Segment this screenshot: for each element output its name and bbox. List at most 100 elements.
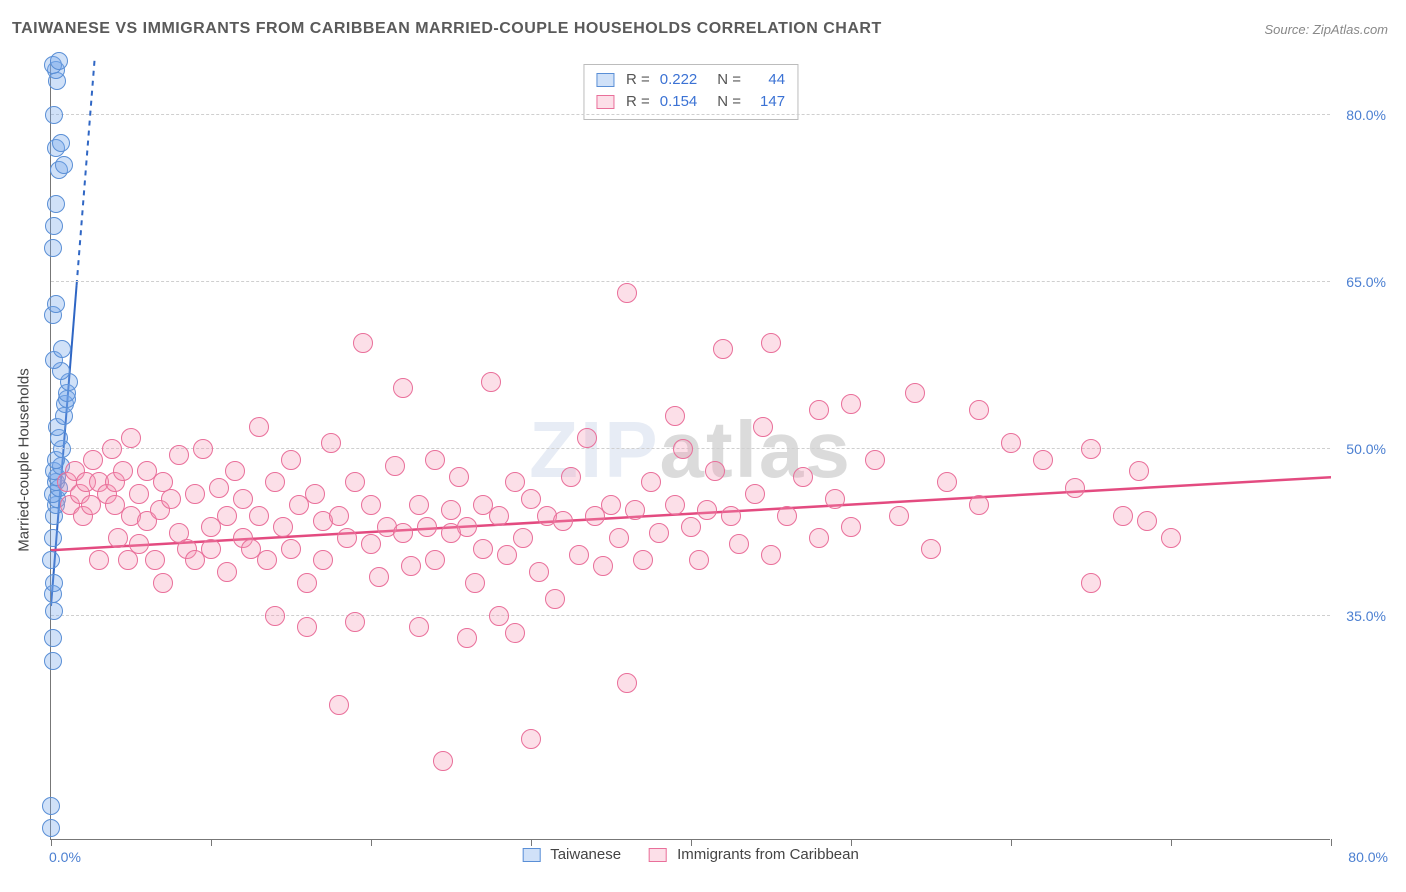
data-point [689, 550, 709, 570]
data-point [1081, 439, 1101, 459]
data-point [505, 472, 525, 492]
data-point [601, 495, 621, 515]
data-point [321, 433, 341, 453]
data-point [1113, 506, 1133, 526]
data-point [42, 551, 60, 569]
data-point [665, 406, 685, 426]
data-point [433, 751, 453, 771]
stats-row: R =0.154N =147 [596, 91, 785, 113]
data-point [89, 550, 109, 570]
data-point [233, 489, 253, 509]
data-point [617, 283, 637, 303]
y-tick-label: 35.0% [1346, 608, 1386, 624]
data-point [889, 506, 909, 526]
data-point [425, 450, 445, 470]
x-tick [531, 839, 532, 846]
legend-label: Immigrants from Caribbean [677, 846, 859, 863]
data-point [457, 517, 477, 537]
data-point [169, 445, 189, 465]
data-point [713, 339, 733, 359]
x-tick [211, 839, 212, 846]
data-point [449, 467, 469, 487]
n-label: N = [717, 91, 741, 113]
data-point [409, 495, 429, 515]
data-point [369, 567, 389, 587]
data-point [217, 506, 237, 526]
series-swatch [596, 73, 614, 87]
data-point [809, 528, 829, 548]
legend-item: Taiwanese [522, 846, 621, 863]
data-point [521, 729, 541, 749]
gridline-h [51, 114, 1330, 115]
data-point [1065, 478, 1085, 498]
data-point [217, 562, 237, 582]
data-point [681, 517, 701, 537]
data-point [353, 333, 373, 353]
data-point [969, 495, 989, 515]
data-point [45, 217, 63, 235]
data-point [1137, 511, 1157, 531]
data-point [44, 629, 62, 647]
data-point [905, 383, 925, 403]
data-point [777, 506, 797, 526]
data-point [521, 489, 541, 509]
r-value: 0.154 [660, 91, 698, 113]
data-point [108, 528, 128, 548]
data-point [281, 539, 301, 559]
data-point [345, 472, 365, 492]
data-point [129, 484, 149, 504]
data-point [761, 545, 781, 565]
n-label: N = [717, 69, 741, 91]
data-point [102, 439, 122, 459]
data-point [265, 472, 285, 492]
data-point [42, 819, 60, 837]
chart-title: TAIWANESE VS IMMIGRANTS FROM CARIBBEAN M… [12, 20, 882, 38]
data-point [825, 489, 845, 509]
data-point [1081, 573, 1101, 593]
data-point [401, 556, 421, 576]
x-tick [691, 839, 692, 846]
y-tick-label: 80.0% [1346, 107, 1386, 123]
data-point [489, 506, 509, 526]
data-point [697, 500, 717, 520]
plot-area: ZIPatlas R =0.222N =44R =0.154N =147 Tai… [50, 60, 1330, 840]
data-point [841, 394, 861, 414]
data-point [153, 573, 173, 593]
data-point [753, 417, 773, 437]
data-point [721, 506, 741, 526]
data-point [529, 562, 549, 582]
data-point [129, 534, 149, 554]
watermark-zip: ZIP [529, 405, 659, 494]
data-point [393, 523, 413, 543]
data-point [665, 495, 685, 515]
source-credit: Source: ZipAtlas.com [1264, 22, 1388, 37]
data-point [809, 400, 829, 420]
r-value: 0.222 [660, 69, 698, 91]
data-point [361, 495, 381, 515]
data-point [257, 550, 277, 570]
data-point [865, 450, 885, 470]
data-point [545, 589, 565, 609]
data-point [45, 602, 63, 620]
data-point [481, 372, 501, 392]
data-point [489, 606, 509, 626]
x-tick [371, 839, 372, 846]
data-point [44, 239, 62, 257]
series-swatch [522, 848, 540, 862]
data-point [561, 467, 581, 487]
data-point [55, 156, 73, 174]
data-point [337, 528, 357, 548]
data-point [625, 500, 645, 520]
data-point [47, 195, 65, 213]
data-point [593, 556, 613, 576]
data-point [417, 517, 437, 537]
y-tick-label: 65.0% [1346, 274, 1386, 290]
data-point [921, 539, 941, 559]
data-point [457, 628, 477, 648]
gridline-h [51, 281, 1330, 282]
data-point [53, 340, 71, 358]
data-point [497, 545, 517, 565]
data-point [201, 539, 221, 559]
legend-label: Taiwanese [550, 846, 621, 863]
series-swatch [596, 95, 614, 109]
